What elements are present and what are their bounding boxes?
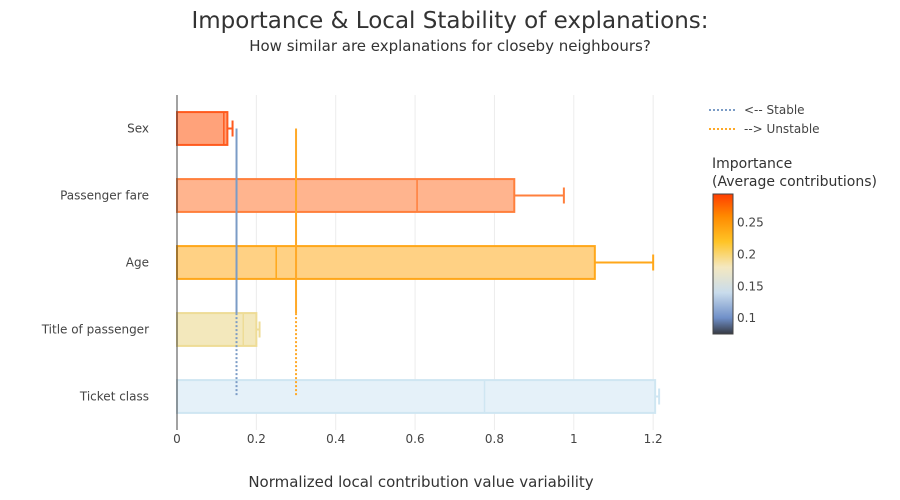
x-tick-label: 1.2 — [644, 432, 663, 446]
x-tick-label: 0.4 — [326, 432, 345, 446]
chart-subtitle: How similar are explanations for closeby… — [249, 37, 651, 55]
colorbar-tick-label: 0.2 — [737, 247, 756, 261]
legend-label: --> Unstable — [744, 122, 820, 136]
x-tick-label: 0.6 — [406, 432, 425, 446]
bars — [176, 111, 661, 414]
bar — [176, 111, 229, 146]
colorbar: Importance (Average contributions) 0.25 0.2… — [712, 156, 877, 335]
y-tick-label: Sex — [127, 122, 149, 136]
bar — [176, 379, 657, 414]
colorbar-subtitle: (Average contributions) — [712, 174, 877, 190]
x-tick-label: 0.2 — [247, 432, 266, 446]
reference-lines — [235, 128, 298, 397]
colorbar-title: Importance — [712, 156, 792, 172]
x-axis-label: Normalized local contribution value vari… — [248, 473, 594, 491]
bar — [176, 245, 596, 280]
axes: 0 0.2 0.4 0.6 0.8 1 1.2 Sex Passenger fare Age Tit… — [41, 95, 663, 446]
y-tick-label: Title of passenger — [41, 323, 149, 337]
x-tick-label: 0 — [173, 432, 181, 446]
colorbar-tick-label: 0.25 — [737, 216, 764, 230]
colorbar-tick-label: 0.15 — [737, 279, 764, 293]
bar — [176, 312, 258, 347]
legend-label: <-- Stable — [744, 103, 805, 117]
y-tick-label: Passenger fare — [60, 189, 149, 203]
x-tick-label: 1 — [570, 432, 578, 446]
y-tick-label: Age — [126, 256, 149, 270]
x-tick-label: 0.8 — [485, 432, 504, 446]
y-tick-label: Ticket class — [79, 390, 149, 404]
legend[interactable]: <-- Stable --> Unstable — [709, 103, 820, 136]
colorbar-gradient — [712, 193, 734, 335]
colorbar-tick-label: 0.1 — [737, 311, 756, 325]
chart-title: Importance & Local Stability of explanat… — [191, 8, 709, 34]
bar — [176, 178, 516, 213]
